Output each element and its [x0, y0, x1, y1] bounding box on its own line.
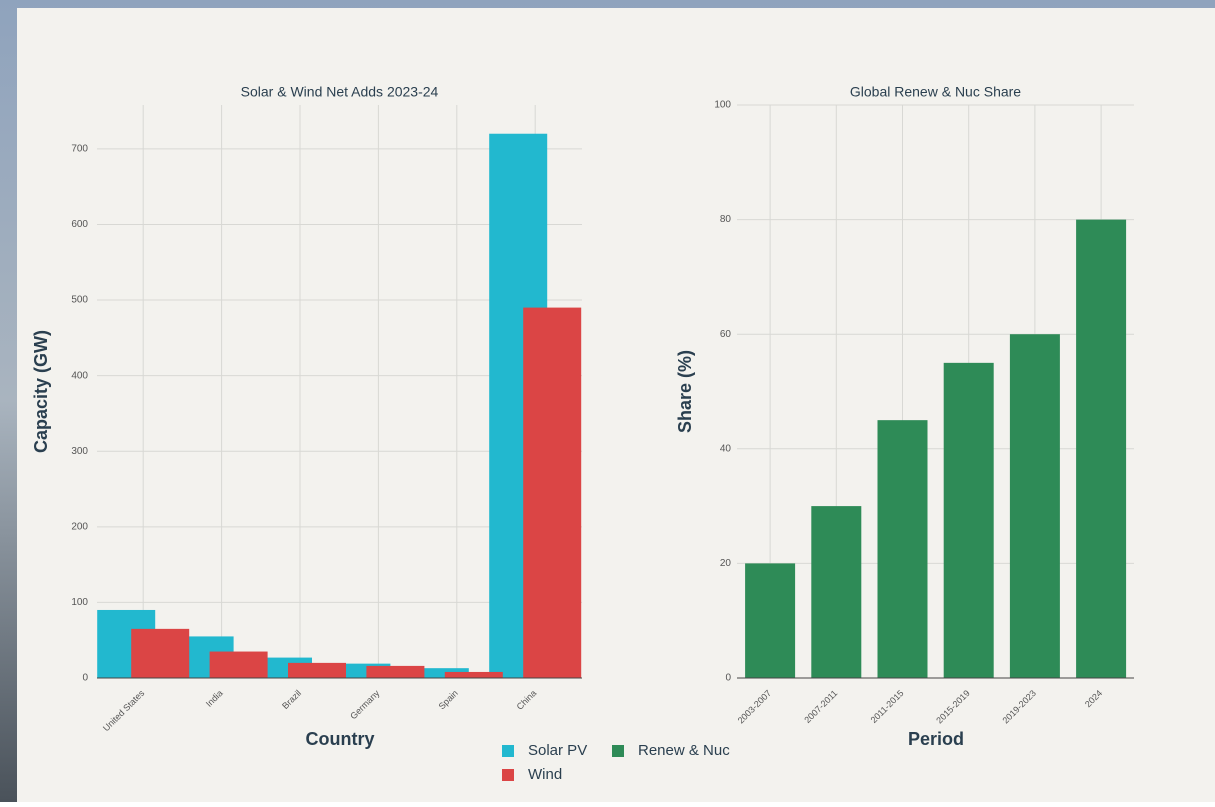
y-tick-label: 80 [720, 214, 732, 225]
bar [410, 668, 469, 678]
bar [1076, 219, 1127, 678]
y-tick-label: 40 [720, 443, 732, 454]
bar [131, 628, 190, 678]
bar [745, 563, 796, 678]
y-tick-label: 0 [725, 673, 731, 684]
legend-label: Solar PV [528, 742, 587, 759]
bar [1009, 334, 1060, 678]
y-tick-label: 400 [71, 370, 88, 381]
bar [444, 671, 503, 678]
y-tick-label: 300 [71, 446, 88, 457]
y-tick-label: 200 [71, 521, 88, 532]
bar [877, 420, 928, 678]
y-axis-title: Capacity (GW) [31, 330, 51, 453]
bar [943, 362, 994, 678]
bar [523, 307, 582, 678]
chart-title: Global Renew & Nuc Share [850, 84, 1021, 100]
x-axis-title: Period [908, 729, 964, 749]
y-tick-label: 500 [71, 295, 88, 306]
y-tick-label: 0 [82, 673, 88, 684]
legend-swatch [612, 745, 624, 757]
legend-swatch [502, 745, 514, 757]
y-axis-title: Share (%) [675, 350, 695, 433]
bar [366, 665, 425, 678]
chart-title: Solar & Wind Net Adds 2023-24 [241, 84, 439, 100]
bar [288, 662, 346, 678]
y-tick-label: 100 [71, 597, 88, 608]
y-tick-label: 700 [71, 143, 88, 154]
legend-swatch [502, 769, 514, 781]
bar [811, 506, 862, 678]
x-axis-title: Country [306, 729, 375, 749]
y-tick-label: 20 [720, 558, 732, 569]
y-tick-label: 60 [720, 329, 732, 340]
legend-label: Wind [528, 766, 562, 783]
legend-label: Renew & Nuc [638, 742, 730, 759]
y-tick-label: 100 [714, 100, 731, 111]
y-tick-label: 600 [71, 219, 88, 230]
bar [209, 651, 268, 678]
